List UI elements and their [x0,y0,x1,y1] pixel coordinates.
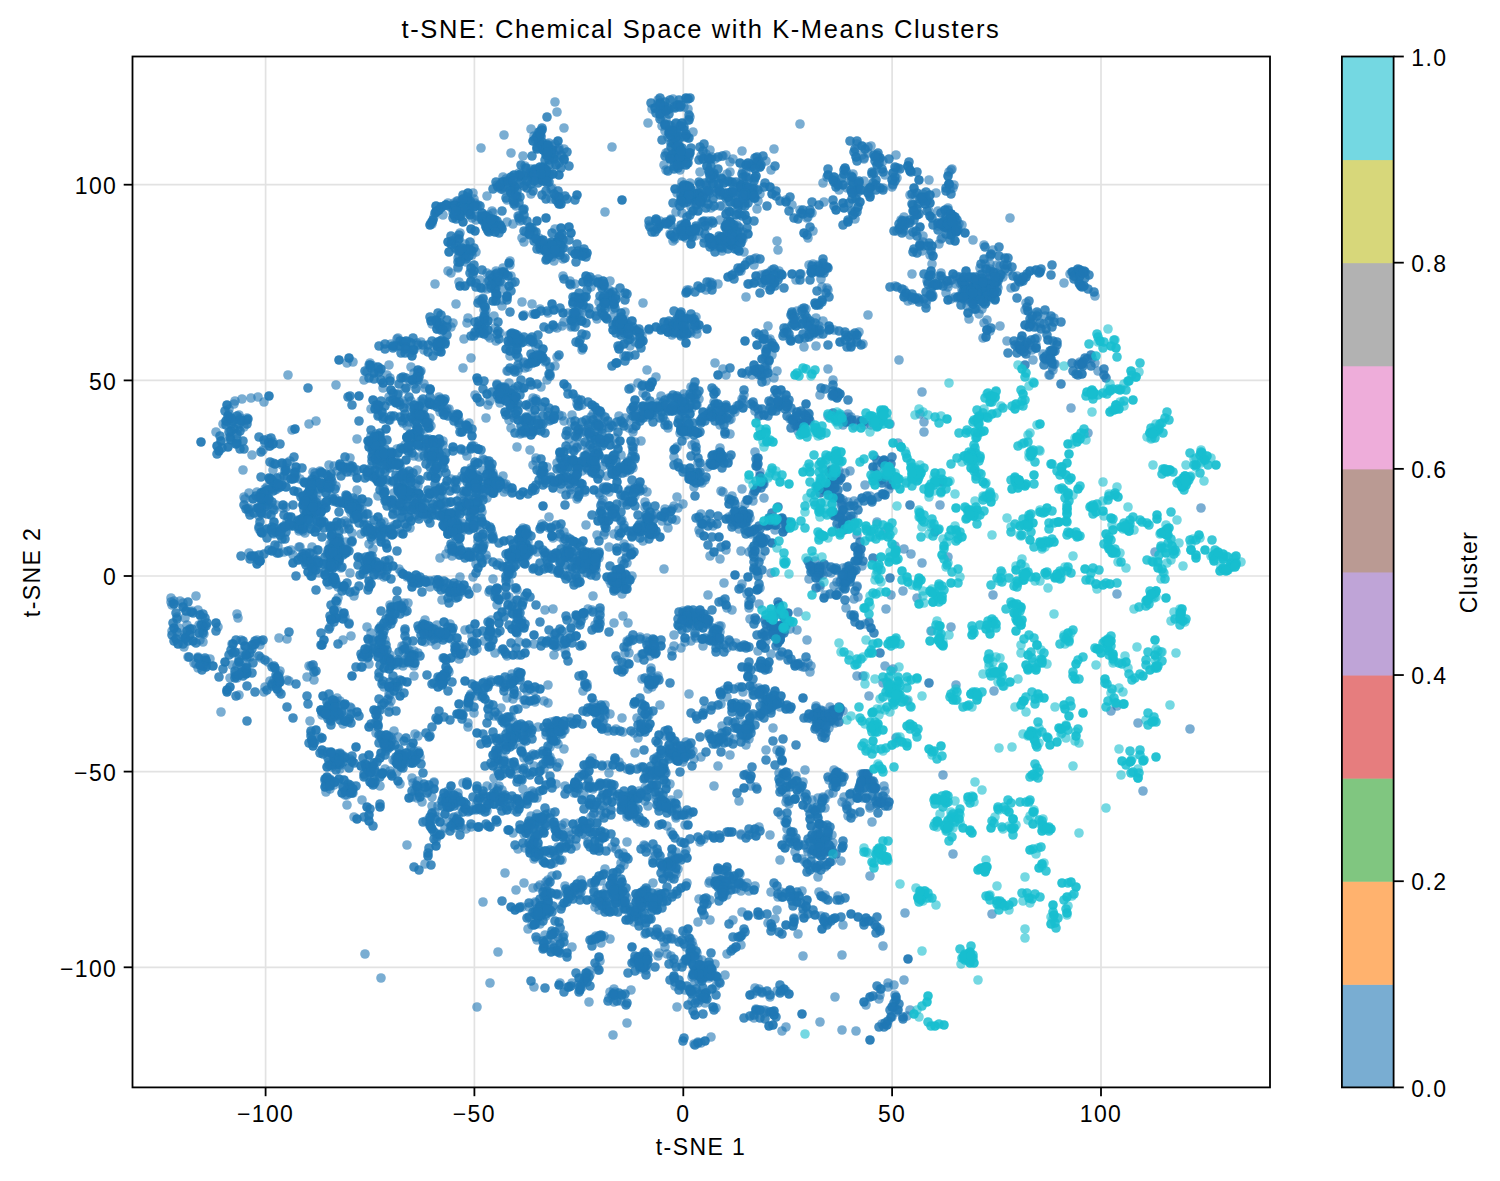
svg-text:0.0: 0.0 [1411,1076,1447,1102]
svg-text:1.0: 1.0 [1411,45,1447,71]
svg-text:−50: −50 [453,1101,496,1127]
svg-text:50: 50 [878,1101,906,1127]
svg-text:0: 0 [103,564,117,590]
svg-text:Cluster: Cluster [1456,531,1482,614]
svg-text:t-SNE 2: t-SNE 2 [19,527,45,617]
svg-text:100: 100 [75,173,118,199]
svg-text:t-SNE: Chemical Space with K-M: t-SNE: Chemical Space with K-Means Clust… [402,15,1001,43]
svg-text:t-SNE 1: t-SNE 1 [656,1134,746,1160]
svg-text:0.2: 0.2 [1411,869,1447,895]
svg-text:0.8: 0.8 [1411,251,1447,277]
svg-text:−100: −100 [60,956,117,982]
svg-text:0.6: 0.6 [1411,457,1447,483]
svg-text:0.4: 0.4 [1411,663,1447,689]
svg-text:50: 50 [89,369,117,395]
svg-text:100: 100 [1080,1101,1123,1127]
svg-text:0: 0 [676,1101,690,1127]
svg-text:−100: −100 [237,1101,294,1127]
svg-text:−50: −50 [74,760,117,786]
